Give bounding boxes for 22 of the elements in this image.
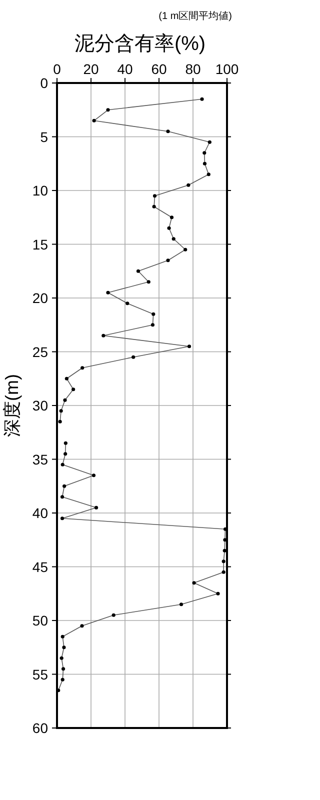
x-tick-label: 0: [53, 61, 62, 77]
y-axis-title: 深度(m): [2, 374, 22, 437]
y-tick-label: 45: [32, 558, 48, 575]
y-tick-label: 55: [32, 666, 48, 682]
chart-title: 泥分含有率(%): [74, 33, 206, 55]
y-tick-label: 60: [32, 720, 48, 736]
y-tick-label: 5: [40, 128, 48, 145]
y-tick-label: 0: [40, 75, 48, 91]
x-tick-label: 80: [185, 61, 201, 77]
y-tick-label: 20: [32, 290, 48, 306]
x-tick-label: 40: [117, 61, 133, 77]
chart-subtitle: (1 m区間平均値): [158, 10, 232, 22]
y-tick-label: 40: [32, 505, 48, 521]
y-tick-label: 30: [32, 398, 48, 414]
x-tick-label: 20: [83, 61, 99, 77]
y-tick-label: 25: [32, 344, 48, 360]
y-tick-label: 15: [32, 236, 48, 252]
x-tick-label: 60: [151, 61, 167, 77]
y-tick-label: 10: [32, 182, 48, 198]
x-tick-label: 100: [215, 61, 239, 77]
y-tick-label: 35: [32, 451, 48, 468]
y-tick-label: 50: [32, 612, 48, 628]
